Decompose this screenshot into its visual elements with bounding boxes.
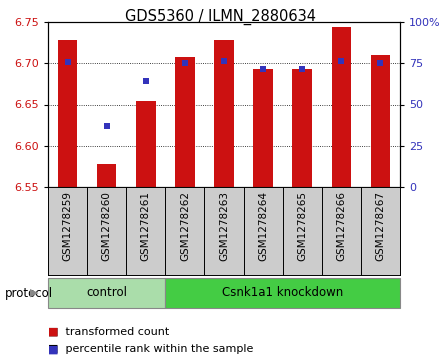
Text: GSM1278262: GSM1278262 [180, 191, 190, 261]
Bar [214, 40, 234, 187]
Bar [58, 40, 77, 187]
Bar [293, 69, 312, 187]
Bar [370, 55, 390, 187]
Text: GDS5360 / ILMN_2880634: GDS5360 / ILMN_2880634 [125, 9, 315, 25]
Text: control: control [86, 286, 127, 299]
Text: GSM1278259: GSM1278259 [62, 191, 73, 261]
Bar [48, 278, 165, 308]
Text: GSM1278261: GSM1278261 [141, 191, 151, 261]
Bar [253, 69, 273, 187]
Bar [332, 27, 351, 187]
Text: GSM1278265: GSM1278265 [297, 191, 307, 261]
Text: GSM1278263: GSM1278263 [219, 191, 229, 261]
Text: GSM1278267: GSM1278267 [375, 191, 385, 261]
Text: GSM1278264: GSM1278264 [258, 191, 268, 261]
Text: GSM1278266: GSM1278266 [336, 191, 346, 261]
Bar [165, 278, 400, 308]
Text: Csnk1a1 knockdown: Csnk1a1 knockdown [222, 286, 343, 299]
Text: ■: ■ [48, 326, 59, 336]
Text: ▶: ▶ [30, 288, 39, 298]
Text: ■: ■ [48, 344, 59, 354]
Bar [175, 57, 194, 187]
Bar [97, 164, 117, 187]
Text: ■  percentile rank within the sample: ■ percentile rank within the sample [48, 344, 253, 354]
Text: ■  transformed count: ■ transformed count [48, 326, 169, 336]
Text: GSM1278260: GSM1278260 [102, 191, 112, 261]
Text: protocol: protocol [4, 286, 52, 299]
Bar [136, 101, 156, 187]
